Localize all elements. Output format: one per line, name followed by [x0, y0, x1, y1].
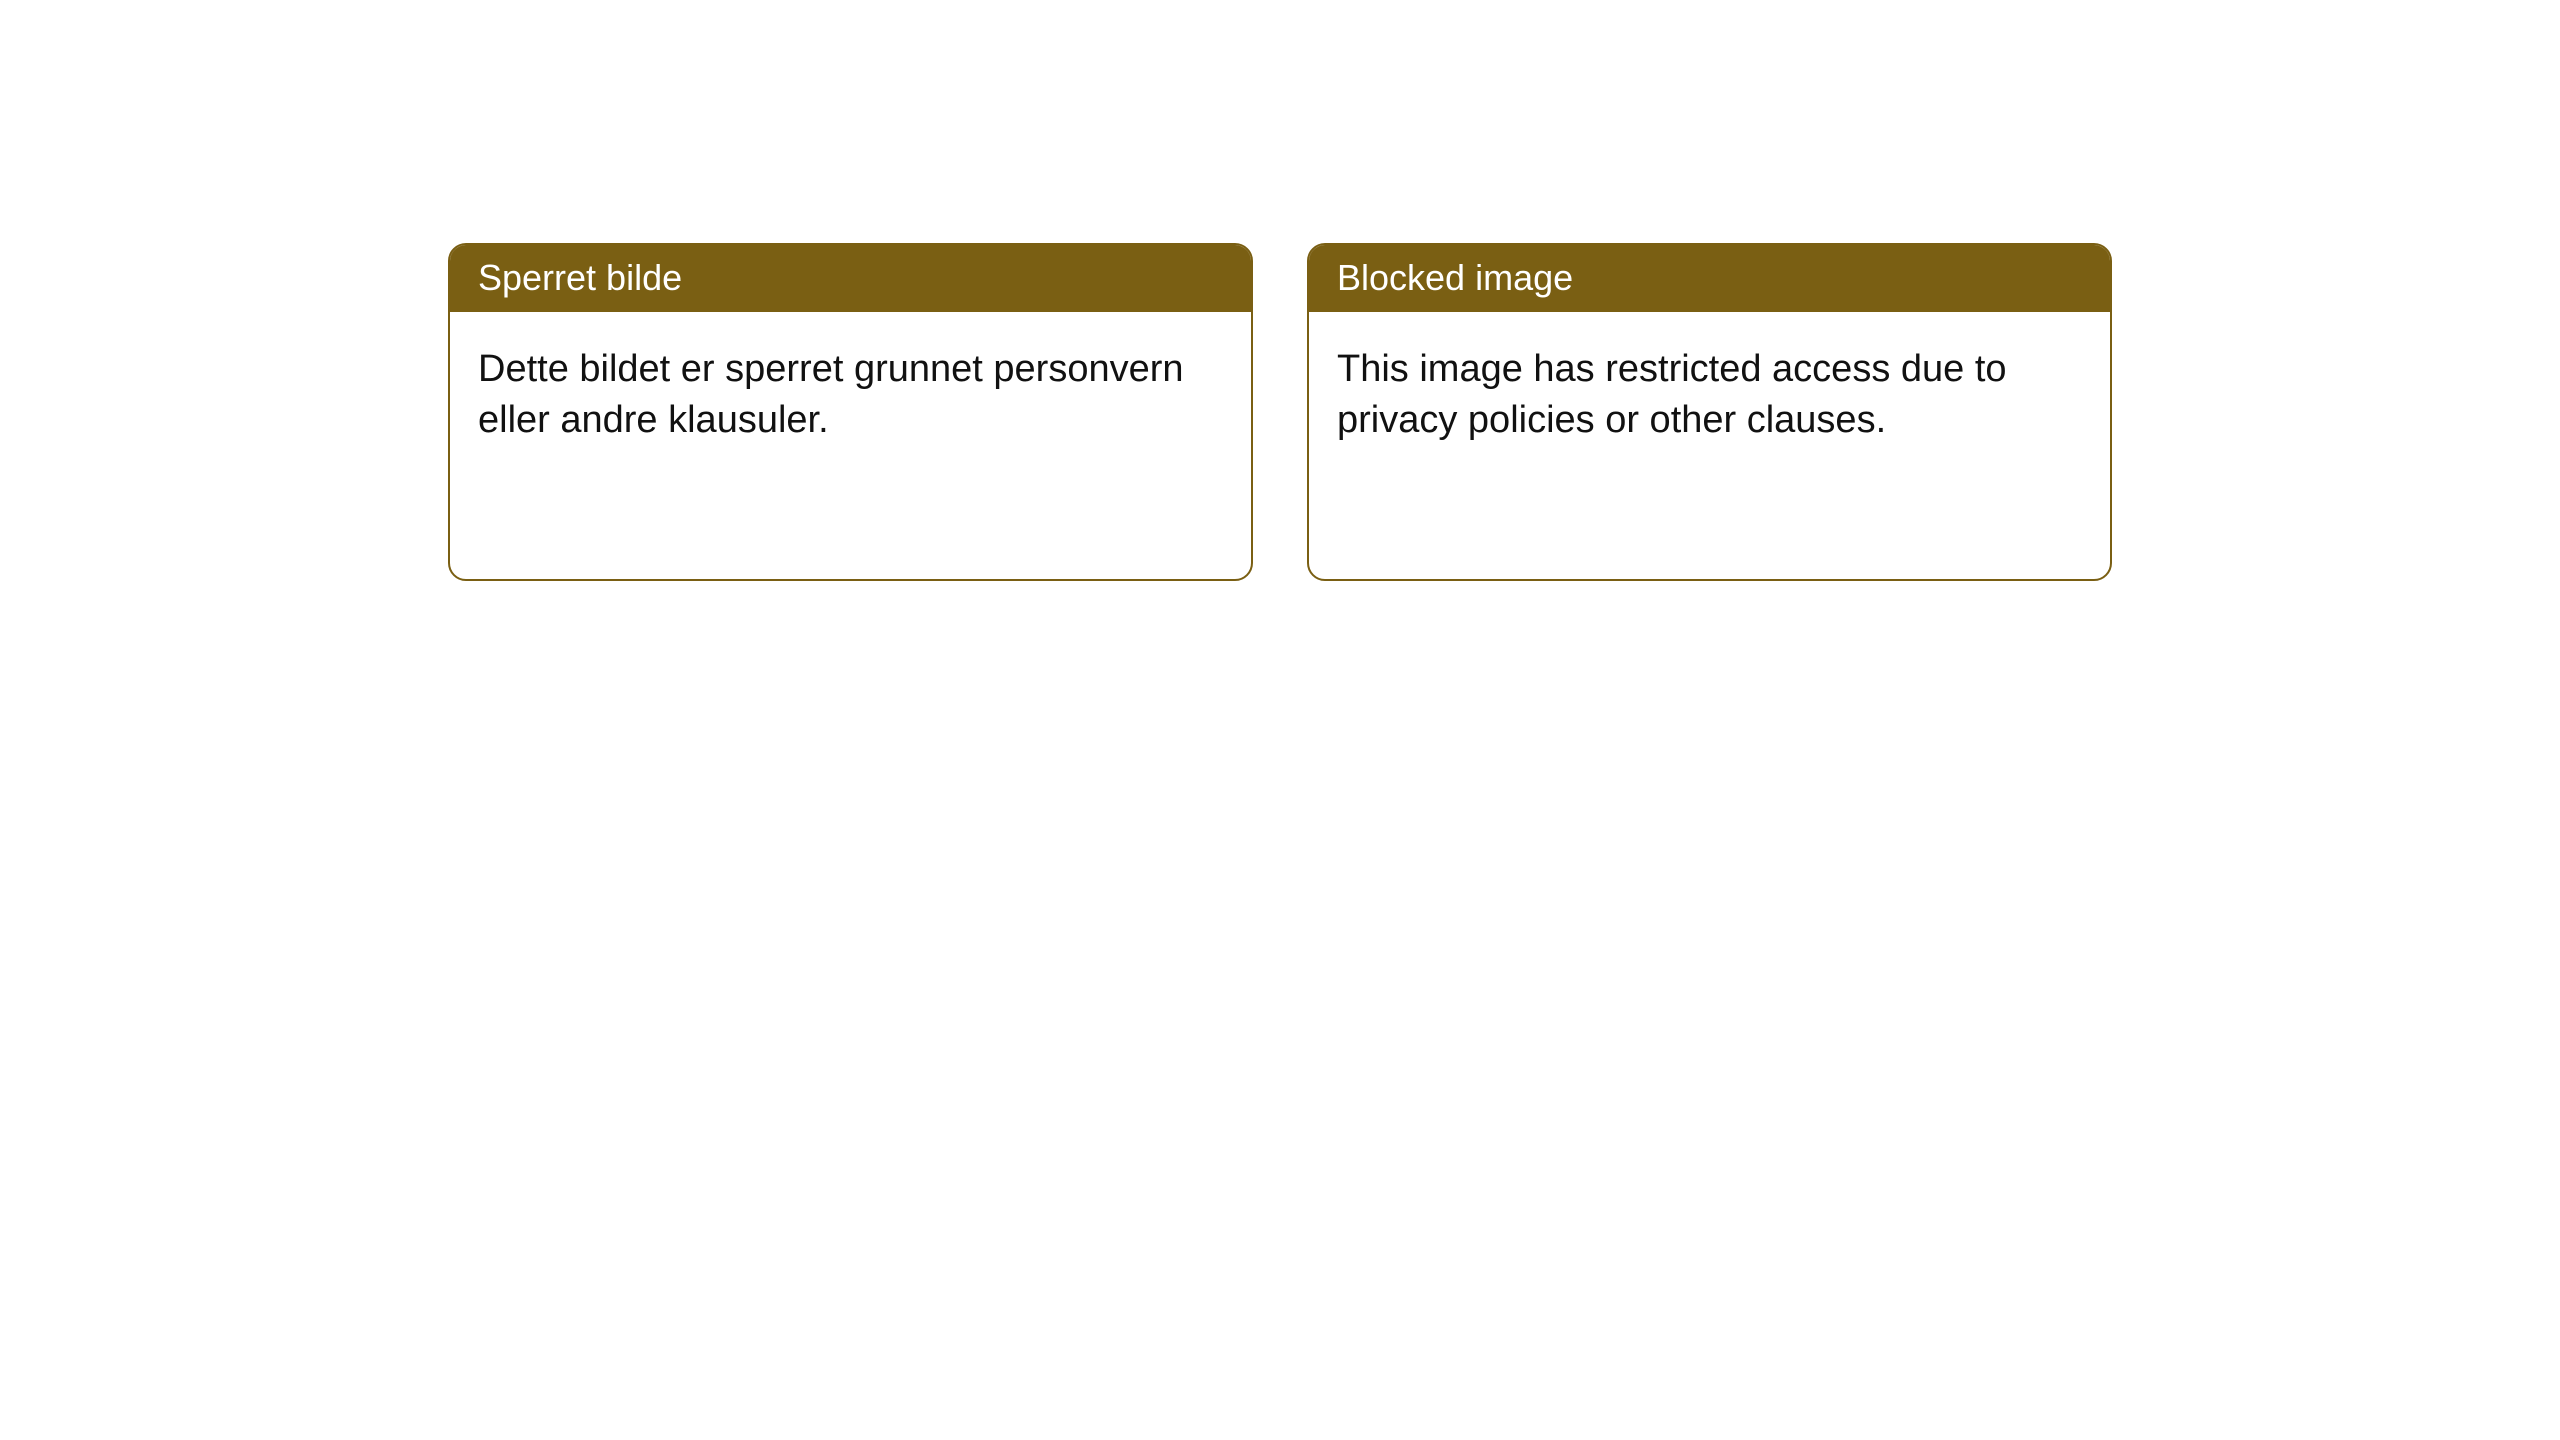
notice-container: Sperret bilde Dette bildet er sperret gr… [448, 243, 2112, 581]
notice-title: Sperret bilde [450, 245, 1251, 312]
notice-body: This image has restricted access due to … [1309, 312, 2110, 479]
notice-card-norwegian: Sperret bilde Dette bildet er sperret gr… [448, 243, 1253, 581]
notice-title: Blocked image [1309, 245, 2110, 312]
notice-card-english: Blocked image This image has restricted … [1307, 243, 2112, 581]
notice-body: Dette bildet er sperret grunnet personve… [450, 312, 1251, 479]
